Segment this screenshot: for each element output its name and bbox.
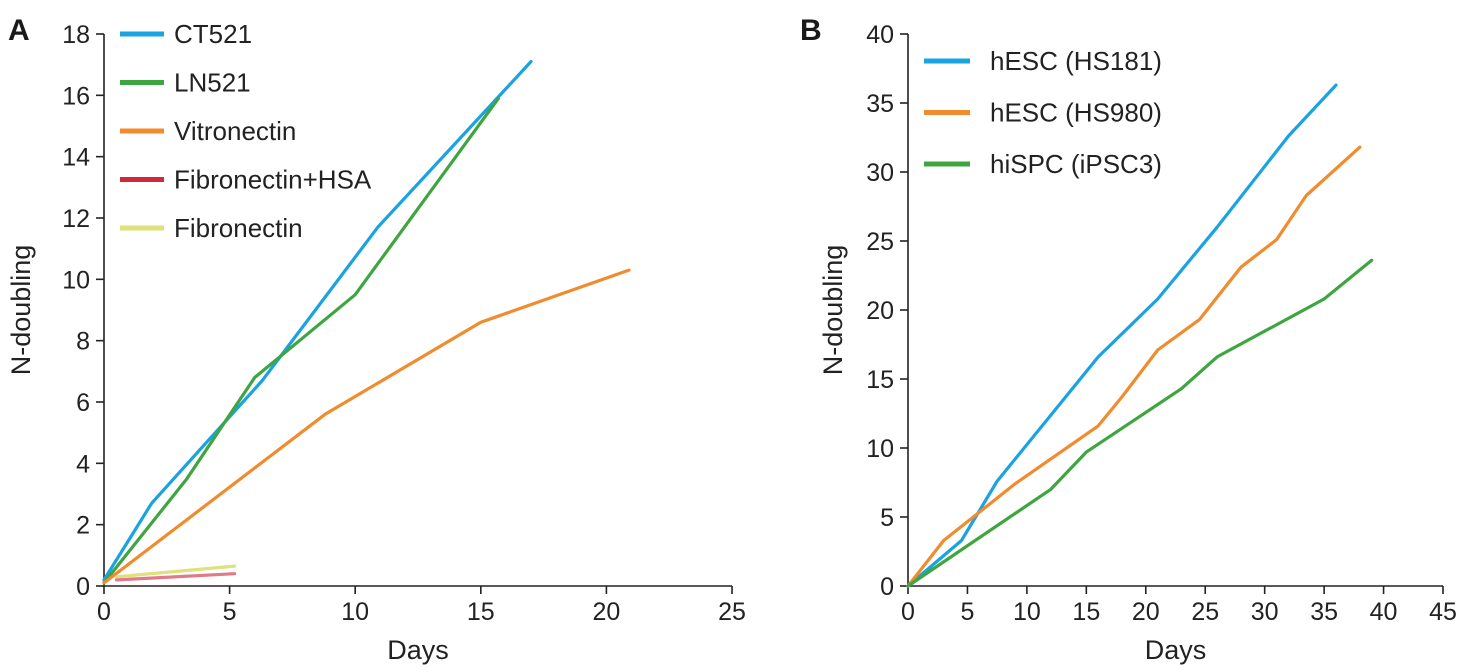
y-axis-title: N-doubling <box>6 245 36 376</box>
panel-label: A <box>8 14 30 47</box>
y-tick-label: 8 <box>76 328 90 356</box>
y-tick-label: 6 <box>76 389 90 417</box>
x-tick-label: 25 <box>1191 598 1219 626</box>
series-line-ln521 <box>102 96 500 585</box>
legend-label: Fibronectin+HSA <box>174 165 372 195</box>
x-tick-label: 10 <box>341 598 369 626</box>
legend-label: hiSPC (iPSC3) <box>990 149 1162 179</box>
x-tick-label: 35 <box>1310 598 1338 626</box>
x-tick-label: 5 <box>960 598 974 626</box>
y-tick-label: 0 <box>76 573 90 601</box>
y-tick-label: 2 <box>76 512 90 540</box>
x-tick-label: 15 <box>467 598 495 626</box>
x-tick-label: 20 <box>1132 598 1160 626</box>
x-tick-label: 40 <box>1370 598 1398 626</box>
series-line-fibronectin-hsa <box>114 572 237 582</box>
legend-label: CT521 <box>174 19 252 49</box>
panel-b-chart: B 0 5 10 15 20 25 30 35 40 0 5 10 15 20 25 30 35 40 45 Days N… <box>800 14 1457 665</box>
x-tick-label: 25 <box>718 598 746 626</box>
y-tick-label: 25 <box>866 228 894 256</box>
y-tick-label: 4 <box>76 450 90 478</box>
y-tick-label: 12 <box>62 205 90 233</box>
y-tick-label: 18 <box>62 21 90 49</box>
x-tick-label: 20 <box>592 598 620 626</box>
y-tick-label: 10 <box>866 435 894 463</box>
panel-label: B <box>800 14 822 47</box>
legend-label: hESC (HS181) <box>990 46 1162 76</box>
y-tick-label: 20 <box>866 297 894 325</box>
series-line-hispc-ipsc3 <box>906 258 1374 588</box>
series-line-fibronectin <box>114 564 237 579</box>
panel-a-chart: A 0 2 4 6 8 10 12 14 16 18 0 5 10 15 20 25 Days N-doubling… <box>6 14 746 665</box>
y-tick-label: 16 <box>62 82 90 110</box>
x-axis-title: Days <box>1145 635 1207 665</box>
y-tick-label: 30 <box>866 159 894 187</box>
y-axis-title: N-doubling <box>818 245 848 376</box>
x-tick-label: 10 <box>1013 598 1041 626</box>
y-tick-label: 15 <box>866 366 894 394</box>
x-tick-label: 5 <box>223 598 237 626</box>
x-tick-label: 0 <box>97 598 111 626</box>
y-tick-label: 40 <box>866 21 894 49</box>
legend-label: LN521 <box>174 68 251 98</box>
y-tick-label: 35 <box>866 90 894 118</box>
y-tick-label: 5 <box>880 504 894 532</box>
y-tick-label: 10 <box>62 266 90 294</box>
x-tick-label: 30 <box>1251 598 1279 626</box>
series-line-vitronectin <box>102 268 631 585</box>
series-line-hesc-hs181 <box>906 83 1338 588</box>
x-tick-label: 15 <box>1072 598 1100 626</box>
x-tick-label: 0 <box>901 598 915 626</box>
legend-label: hESC (HS980) <box>990 98 1162 128</box>
x-axis-title: Days <box>387 635 449 665</box>
series-line-ct521 <box>102 59 533 582</box>
legend-label: Vitronectin <box>174 116 296 146</box>
x-tick-label: 45 <box>1429 598 1457 626</box>
legend-label: Fibronectin <box>174 213 303 243</box>
series-line-hesc-hs980 <box>906 145 1362 588</box>
y-tick-label: 0 <box>880 573 894 601</box>
y-tick-label: 14 <box>62 144 90 172</box>
